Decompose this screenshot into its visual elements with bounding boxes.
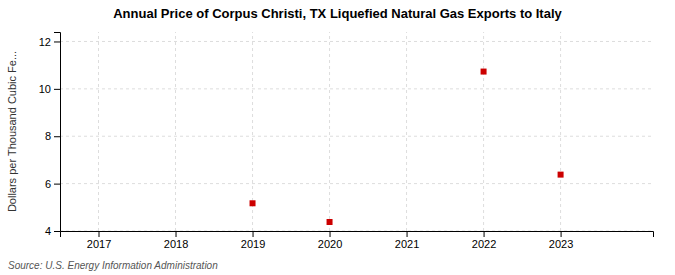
source: Source: U.S. Energy Information Administ… (8, 260, 218, 271)
tick: 8 (45, 130, 60, 142)
grid-line (483, 32, 484, 231)
point (481, 69, 487, 75)
tick-mark (54, 231, 60, 232)
title: Annual Price of Corpus Christi, TX Lique… (113, 6, 562, 21)
tick-label: 2019 (241, 238, 265, 250)
tick: 2018 (164, 231, 188, 250)
grid-line (329, 32, 330, 231)
point (250, 200, 256, 206)
tick-label: 2018 (164, 238, 188, 250)
tick: 2020 (318, 231, 342, 250)
points (250, 69, 564, 225)
tick-label: 2020 (318, 238, 342, 250)
tick-label: 8 (45, 130, 51, 142)
point (558, 172, 564, 178)
axis-line (54, 33, 61, 232)
tick: 2022 (472, 231, 496, 250)
tick-mark (54, 89, 60, 90)
chart: 2017 2018 2019 2020 2021 2022 2023 4 6 8 10 12 Annua… (0, 0, 675, 275)
tick-mark (54, 41, 60, 42)
x-axis: 2017 2018 2019 2020 2021 2022 2023 (61, 231, 654, 250)
tick: 10 (39, 83, 60, 95)
grid-line (60, 41, 653, 42)
tick-label: 4 (45, 225, 51, 237)
tick: 6 (45, 178, 60, 190)
grid-line (60, 136, 653, 137)
grid-line (406, 32, 407, 231)
tick-label: 2023 (549, 238, 573, 250)
tick-label: 12 (39, 35, 51, 47)
tick-label: 2022 (472, 238, 496, 250)
grid-line (60, 88, 653, 89)
tick: 2023 (549, 231, 573, 250)
tick-label: 6 (45, 178, 51, 190)
tick-mark (330, 231, 331, 237)
tick-label: 2017 (87, 238, 111, 250)
tick: 2019 (241, 231, 265, 250)
grid-line (175, 32, 176, 231)
tick-label: 2021 (395, 238, 419, 250)
tick: 4 (45, 225, 60, 237)
tick: 2021 (395, 231, 419, 250)
grid-line (60, 183, 653, 184)
grid-line (98, 32, 99, 231)
tick-mark (253, 231, 254, 237)
grid-line (560, 32, 561, 231)
grid (60, 32, 653, 231)
tick: 12 (39, 35, 60, 47)
point (327, 219, 333, 225)
tick: 2017 (87, 231, 111, 250)
tick-mark (484, 231, 485, 237)
tick-mark (54, 136, 60, 137)
tick-label: 10 (39, 83, 51, 95)
tick-mark (54, 184, 60, 185)
tick-mark (99, 231, 100, 237)
tick-mark (407, 231, 408, 237)
axis-line (61, 232, 654, 238)
tick-mark (176, 231, 177, 237)
y-axis: 4 6 8 10 12 (39, 33, 61, 238)
y-axis-label: Dollars per Thousand Cubic Fe... (6, 51, 18, 212)
tick-mark (561, 231, 562, 237)
